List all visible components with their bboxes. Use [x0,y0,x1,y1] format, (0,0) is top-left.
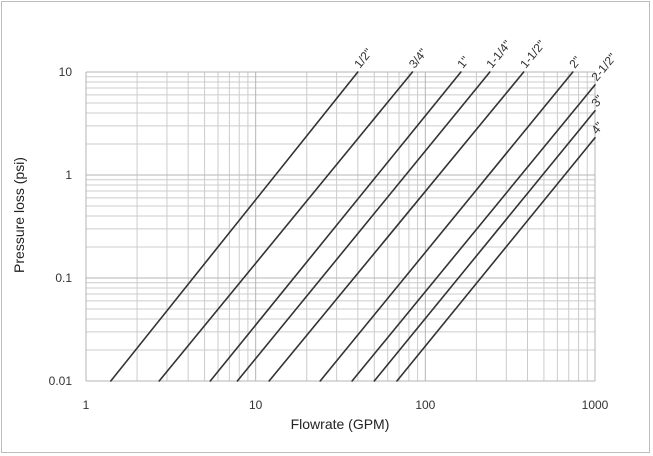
x-tick-label: 1000 [582,398,609,412]
series-line [396,136,596,382]
series-line [209,71,462,382]
y-tick-label: 0.01 [49,374,73,388]
x-tick-label: 10 [249,398,263,412]
series-label: 1-1/4" [483,38,514,71]
series-line [373,110,596,382]
series-line [158,71,414,382]
series-label: 3/4" [406,46,430,71]
x-tick-label: 1 [83,398,90,412]
series-label: 1/2" [351,46,375,71]
series-lines [109,71,596,382]
series-line [268,71,525,382]
y-tick-label: 10 [59,65,73,79]
series-line [109,71,359,382]
series-line [351,84,596,382]
grid-major [85,71,596,382]
series-label: 4" [588,119,606,136]
series-label: 1" [454,54,472,71]
x-tick-labels: 1 10 100 1000 [83,398,609,412]
x-axis-title: Flowrate (GPM) [291,416,390,432]
y-tick-labels: 0.01 0.1 1 10 [49,65,73,388]
y-tick-label: 0.1 [55,271,72,285]
x-tick-label: 100 [415,398,435,412]
series-line [319,71,574,382]
grid-minor [86,72,595,381]
y-axis-title: Pressure loss (psi) [11,157,27,273]
series-line [236,71,491,382]
series-label: 2-1/2" [588,50,619,83]
series-label: 2" [566,54,584,71]
series-labels: 1/2" 3/4" 1" 1-1/4" 1-1/2" 2" 2-1/2"3"4" [351,38,619,137]
y-tick-label: 1 [65,168,72,182]
series-label: 1-1/2" [517,38,548,71]
